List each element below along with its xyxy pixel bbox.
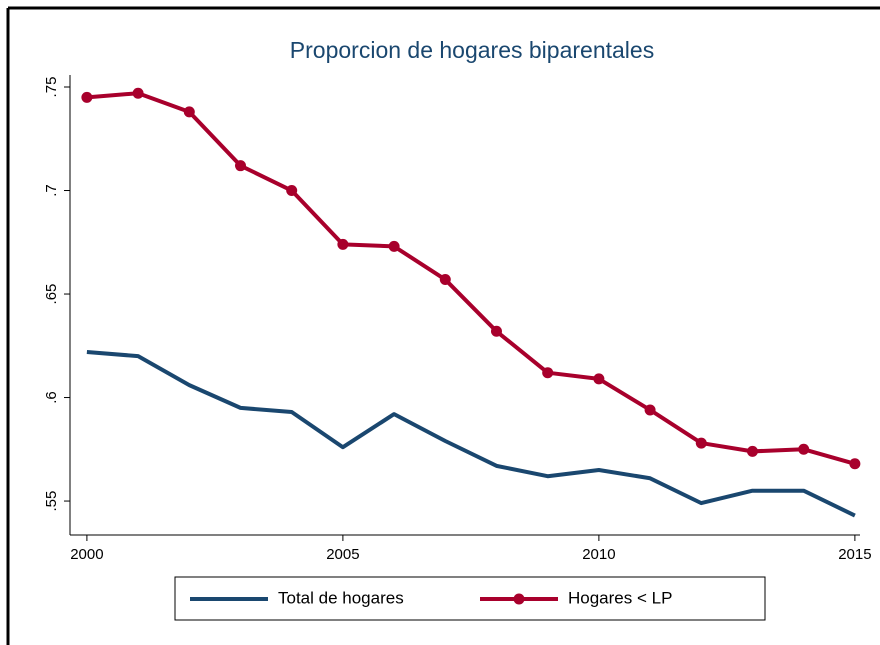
point-marker	[439, 274, 451, 286]
y-tick-label: .55	[43, 491, 60, 512]
point-marker	[81, 91, 93, 103]
legend-label: Total de hogares	[278, 588, 404, 607]
x-tick-label: 2000	[70, 546, 103, 563]
point-marker	[746, 445, 758, 457]
y-tick-label: .6	[43, 391, 60, 404]
point-marker	[798, 443, 810, 455]
x-tick-label: 2005	[326, 546, 359, 563]
point-marker	[490, 325, 502, 337]
point-marker	[132, 87, 144, 99]
series-line	[86, 350, 856, 518]
point-marker	[183, 106, 195, 118]
point-marker	[337, 238, 349, 250]
y-tick-label: .65	[43, 284, 60, 305]
series-line	[86, 91, 856, 466]
point-marker	[695, 437, 707, 449]
x-tick-label: 2010	[582, 546, 615, 563]
point-marker	[286, 185, 298, 197]
point-marker	[593, 373, 605, 385]
chart-title: Proporcion de hogares biparentales	[290, 37, 654, 63]
point-marker	[849, 458, 861, 470]
y-tick-label: .75	[43, 77, 60, 98]
x-tick-label: 2015	[838, 546, 871, 563]
point-marker	[388, 240, 400, 252]
point-marker	[542, 367, 554, 379]
point-marker	[644, 404, 656, 416]
legend-box	[174, 576, 766, 621]
legend-marker	[513, 593, 525, 605]
legend-label: Hogares < LP	[568, 588, 672, 607]
y-tick-label: .7	[43, 184, 60, 197]
point-marker	[234, 160, 246, 172]
